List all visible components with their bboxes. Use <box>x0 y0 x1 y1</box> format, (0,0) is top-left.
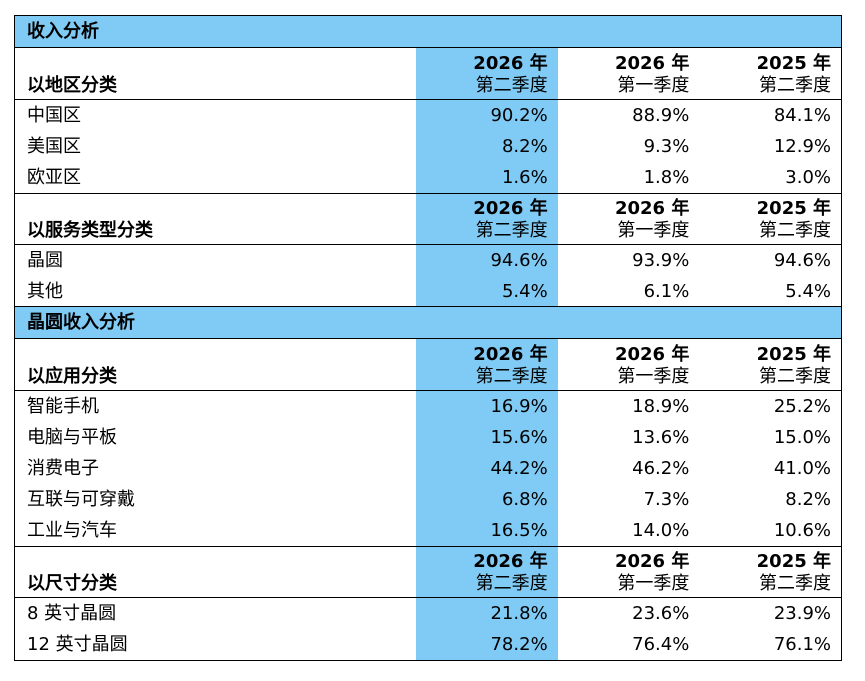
cell: 15.6% <box>416 422 558 453</box>
cell: 5.4% <box>416 276 558 306</box>
cell: 44.2% <box>416 453 558 484</box>
cell: 46.2% <box>632 458 690 479</box>
group-heading-size: 以尺寸分类 <box>27 573 117 594</box>
row-label: 智能手机 <box>27 396 99 417</box>
col-header-3: 2025 年第二季度 <box>756 551 832 594</box>
table-row: 电脑与平板 15.6% 13.6% 15.0% <box>15 422 841 453</box>
cell: 78.2% <box>416 629 558 660</box>
col-header-2: 2026 年第一季度 <box>614 551 690 594</box>
header-row-region: 以地区分类 2026 年第二季度 2026 年第一季度 2025 年第二季度 <box>15 48 841 100</box>
table-row: 欧亚区 1.6% 1.8% 3.0% <box>15 162 841 193</box>
cell: 94.6% <box>773 250 832 271</box>
cell: 3.0% <box>785 167 832 188</box>
table-row: 工业与汽车 16.5% 14.0% 10.6% <box>15 515 841 546</box>
table-row: 8 英寸晶圆 21.8% 23.6% 23.9% <box>15 598 841 629</box>
cell: 8.2% <box>785 489 832 510</box>
cell: 23.9% <box>773 603 832 624</box>
cell: 18.9% <box>632 396 690 417</box>
row-label: 电脑与平板 <box>27 427 117 448</box>
col-header-1: 2026 年第二季度 <box>416 48 558 99</box>
cell: 88.9% <box>632 105 690 126</box>
row-label: 12 英寸晶圆 <box>27 634 128 655</box>
cell: 93.9% <box>632 250 690 271</box>
group-heading-application: 以应用分类 <box>27 366 117 387</box>
cell: 23.6% <box>632 603 690 624</box>
table-row: 其他 5.4% 6.1% 5.4% <box>15 276 841 307</box>
cell: 14.0% <box>632 520 690 541</box>
table-row: 中国区 90.2% 88.9% 84.1% <box>15 100 841 131</box>
header-row-size: 以尺寸分类 2026 年第二季度 2026 年第一季度 2025 年第二季度 <box>15 546 841 598</box>
row-label: 中国区 <box>27 105 81 126</box>
cell: 12.9% <box>773 136 832 157</box>
table-row: 智能手机 16.9% 18.9% 25.2% <box>15 391 841 422</box>
cell: 25.2% <box>773 396 832 417</box>
col-header-2: 2026 年第一季度 <box>614 344 690 387</box>
row-label: 晶圆 <box>27 250 63 271</box>
col-header-1: 2026 年第二季度 <box>416 547 558 597</box>
row-label: 互联与可穿戴 <box>27 489 135 510</box>
cell: 84.1% <box>773 105 832 126</box>
row-label: 工业与汽车 <box>27 520 117 541</box>
row-label: 8 英寸晶圆 <box>27 603 117 624</box>
cell: 76.1% <box>773 634 832 655</box>
cell: 7.3% <box>643 489 690 510</box>
cell: 15.0% <box>773 427 832 448</box>
col-header-1: 2026 年第二季度 <box>416 339 558 390</box>
cell: 90.2% <box>416 100 558 131</box>
table-row: 12 英寸晶圆 78.2% 76.4% 76.1% <box>15 629 841 660</box>
table-row: 互联与可穿戴 6.8% 7.3% 8.2% <box>15 484 841 515</box>
col-header-3: 2025 年第二季度 <box>756 344 832 387</box>
section-title-revenue: 收入分析 <box>15 16 841 48</box>
cell: 8.2% <box>416 131 558 162</box>
table-row: 晶圆 94.6% 93.9% 94.6% <box>15 245 841 276</box>
row-label: 欧亚区 <box>27 167 81 188</box>
group-heading-service: 以服务类型分类 <box>27 220 153 241</box>
cell: 16.9% <box>416 391 558 422</box>
row-label: 其他 <box>27 281 63 302</box>
header-row-application: 以应用分类 2026 年第二季度 2026 年第一季度 2025 年第二季度 <box>15 339 841 391</box>
cell: 94.6% <box>416 245 558 276</box>
cell: 6.1% <box>643 281 690 302</box>
header-row-service: 以服务类型分类 2026 年第二季度 2026 年第一季度 2025 年第二季度 <box>15 193 841 245</box>
group-heading-region: 以地区分类 <box>27 75 117 96</box>
revenue-analysis-table: 收入分析 以地区分类 2026 年第二季度 2026 年第一季度 2025 年第… <box>14 15 842 661</box>
table-row: 消费电子 44.2% 46.2% 41.0% <box>15 453 841 484</box>
cell: 13.6% <box>632 427 690 448</box>
col-header-2: 2026 年第一季度 <box>614 53 690 96</box>
cell: 9.3% <box>643 136 690 157</box>
col-header-1: 2026 年第二季度 <box>416 194 558 244</box>
cell: 1.8% <box>643 167 690 188</box>
col-header-3: 2025 年第二季度 <box>756 198 832 241</box>
col-header-3: 2025 年第二季度 <box>756 53 832 96</box>
row-label: 消费电子 <box>27 458 99 479</box>
row-label: 美国区 <box>27 136 81 157</box>
col-header-2: 2026 年第一季度 <box>614 198 690 241</box>
cell: 10.6% <box>773 520 832 541</box>
section-title-wafer: 晶圆收入分析 <box>15 307 841 339</box>
cell: 6.8% <box>416 484 558 515</box>
cell: 21.8% <box>416 598 558 629</box>
cell: 76.4% <box>632 634 690 655</box>
cell: 16.5% <box>416 515 558 546</box>
cell: 1.6% <box>416 162 558 193</box>
cell: 41.0% <box>773 458 832 479</box>
table-row: 美国区 8.2% 9.3% 12.9% <box>15 131 841 162</box>
cell: 5.4% <box>785 281 832 302</box>
